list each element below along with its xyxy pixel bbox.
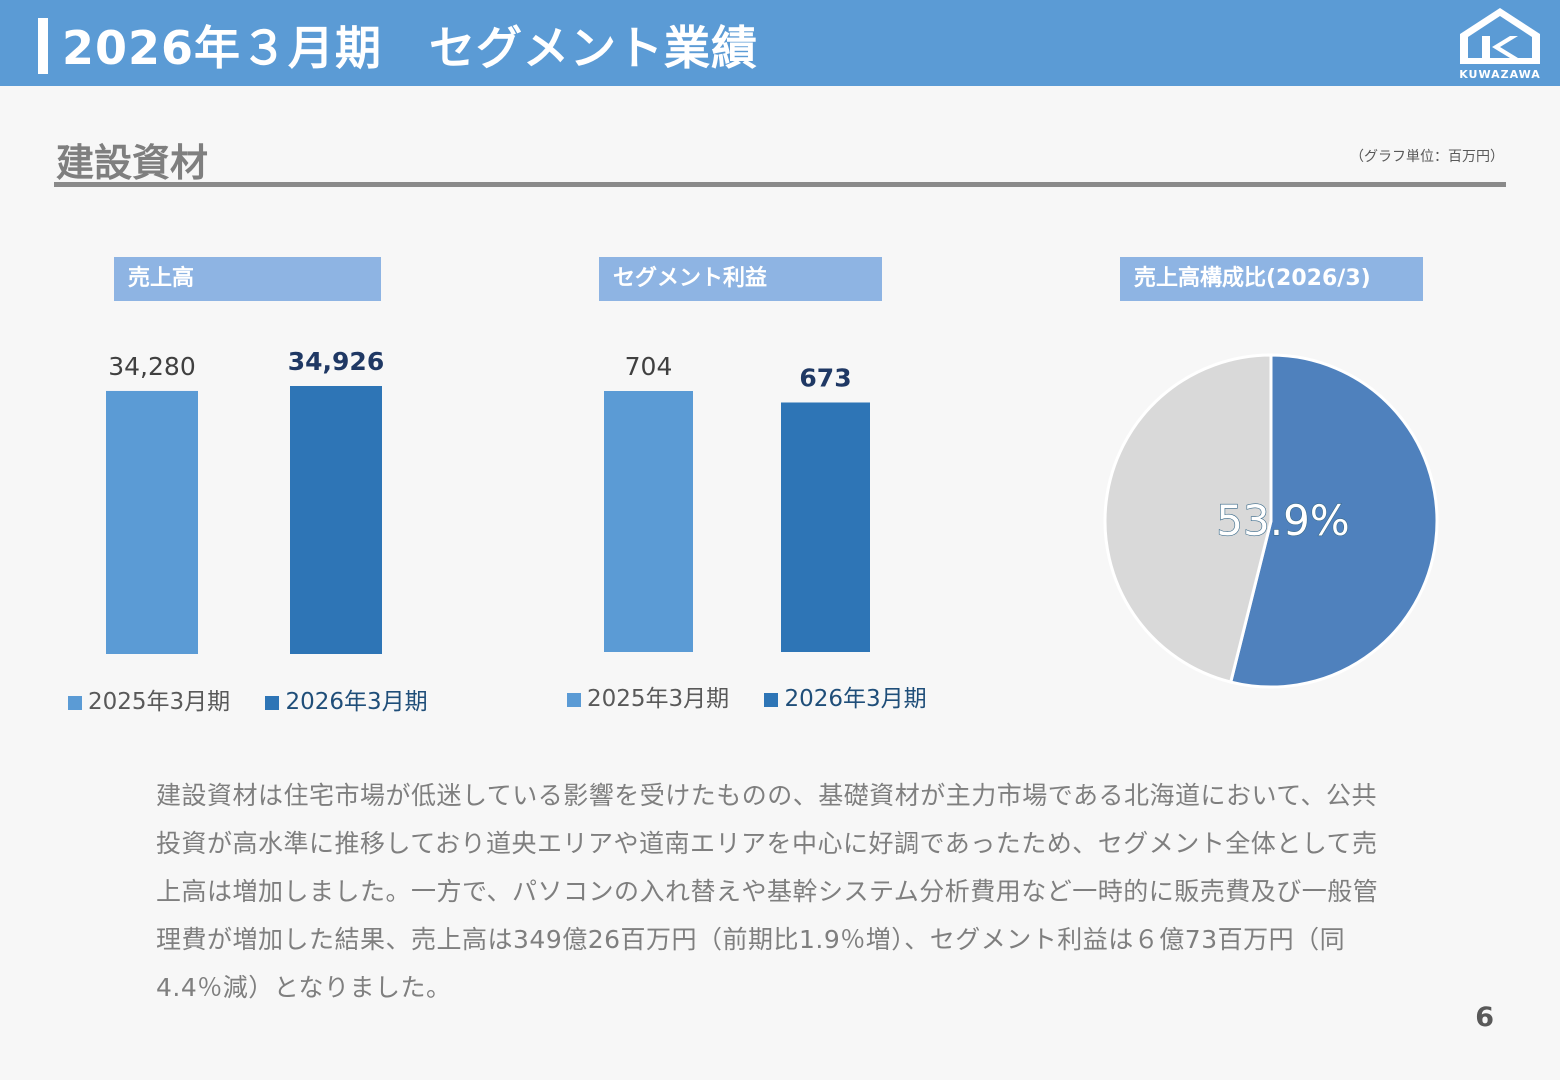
legend-swatch-prev <box>567 692 581 707</box>
legend-label-curr: 2026年3月期 <box>285 689 428 715</box>
profit-bar <box>781 402 870 652</box>
bar-value-label: 34,926 <box>288 347 384 376</box>
header-bar: 2026年３月期 セグメント業績 KUWAZAWA <box>0 0 1560 86</box>
page-number: 6 <box>1475 1002 1494 1033</box>
profit-bar <box>604 391 693 652</box>
charts-canvas: 34,280 34,926 704 673 53.9% <box>106 347 1439 689</box>
legend-label-prev: 2025年3月期 <box>587 686 730 712</box>
section-title: 建設資材 <box>56 141 209 185</box>
legend-swatch-prev <box>68 695 82 710</box>
legend-item-curr: 2026年3月期 <box>265 689 428 715</box>
sales-bar <box>290 386 382 654</box>
company-logo: KUWAZAWA <box>1452 6 1548 82</box>
profit-legend: 2025年3月期 2026年3月期 <box>567 679 955 713</box>
legend-item-curr: 2026年3月期 <box>764 686 927 712</box>
house-logo-icon <box>1460 8 1540 64</box>
sales-chart-label: 売上高 <box>114 257 381 301</box>
header-accent <box>38 18 48 74</box>
sales-legend: 2025年3月期 2026年3月期 <box>68 682 456 716</box>
legend-label-curr: 2026年3月期 <box>784 686 927 712</box>
legend-item-prev: 2025年3月期 <box>68 689 230 715</box>
page-title: 2026年３月期 セグメント業績 <box>62 21 759 75</box>
pie-slice <box>1103 353 1273 684</box>
sales-bar <box>106 390 198 654</box>
logo-text: KUWAZAWA <box>1459 68 1541 81</box>
profit-chart-label: セグメント利益 <box>599 257 882 301</box>
body-paragraph: 建設資材は住宅市場が低迷している影響を受けたものの、基礎資材が主力市場である北海… <box>156 781 1379 1002</box>
section-divider <box>54 182 1506 187</box>
pie-slice <box>1228 353 1439 689</box>
bar-value-label: 34,280 <box>108 352 195 381</box>
bar-value-label: 673 <box>799 363 851 392</box>
legend-label-prev: 2025年3月期 <box>88 689 231 715</box>
pie-percent-label: 53.9% <box>1216 496 1349 545</box>
legend-item-prev: 2025年3月期 <box>567 686 729 712</box>
composition-chart-label: 売上高構成比(2026/3) <box>1120 257 1423 301</box>
legend-swatch-curr <box>764 692 779 707</box>
legend-swatch-curr <box>265 695 280 710</box>
bar-value-label: 704 <box>625 352 673 381</box>
unit-note: （グラフ単位：百万円） <box>1350 149 1504 165</box>
